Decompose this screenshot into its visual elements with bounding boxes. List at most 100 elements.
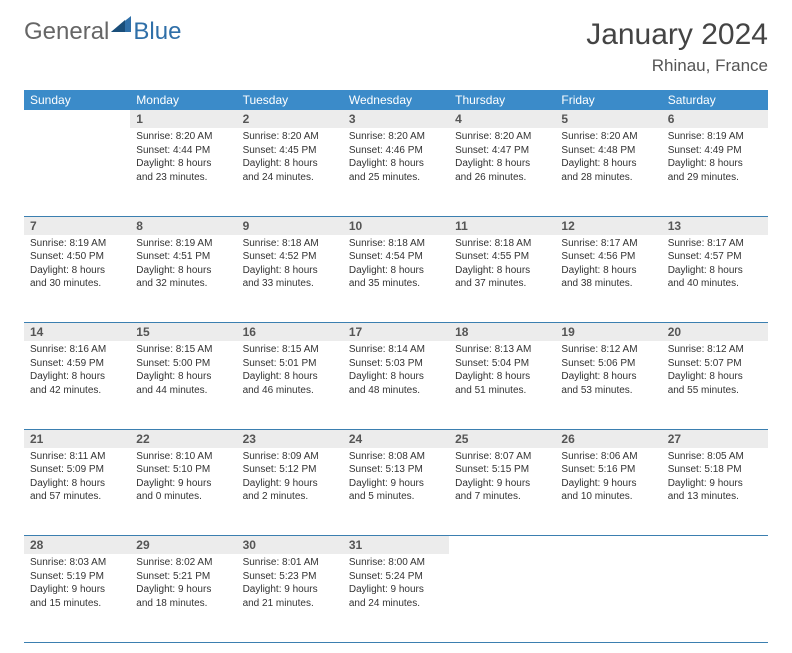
sunset-line: Sunset: 4:49 PM	[668, 144, 762, 158]
calendar-day-cell: Sunrise: 8:20 AMSunset: 4:44 PMDaylight:…	[130, 128, 236, 216]
day1-line: Daylight: 8 hours	[243, 157, 337, 171]
day-number-cell: 18	[449, 323, 555, 342]
day2-line: and 15 minutes.	[30, 597, 124, 611]
sunset-line: Sunset: 5:07 PM	[668, 357, 762, 371]
sunset-line: Sunset: 4:50 PM	[30, 250, 124, 264]
day-number-cell: 7	[24, 216, 130, 235]
day-detail: Sunrise: 8:00 AMSunset: 5:24 PMDaylight:…	[343, 554, 449, 616]
calendar-week-row: Sunrise: 8:11 AMSunset: 5:09 PMDaylight:…	[24, 448, 768, 536]
day-number-cell: 28	[24, 536, 130, 555]
day1-line: Daylight: 8 hours	[668, 370, 762, 384]
sunrise-line: Sunrise: 8:07 AM	[455, 450, 549, 464]
day2-line: and 33 minutes.	[243, 277, 337, 291]
day1-line: Daylight: 8 hours	[561, 157, 655, 171]
day-detail: Sunrise: 8:15 AMSunset: 5:00 PMDaylight:…	[130, 341, 236, 403]
day1-line: Daylight: 8 hours	[30, 477, 124, 491]
calendar-day-cell: Sunrise: 8:16 AMSunset: 4:59 PMDaylight:…	[24, 341, 130, 429]
day1-line: Daylight: 8 hours	[243, 370, 337, 384]
day-number-row: 21222324252627	[24, 429, 768, 448]
sunset-line: Sunset: 5:18 PM	[668, 463, 762, 477]
day2-line: and 40 minutes.	[668, 277, 762, 291]
day-number: 28	[30, 538, 43, 552]
day-header: Friday	[555, 90, 661, 110]
day2-line: and 0 minutes.	[136, 490, 230, 504]
day1-line: Daylight: 8 hours	[136, 264, 230, 278]
calendar-day-cell: Sunrise: 8:01 AMSunset: 5:23 PMDaylight:…	[237, 554, 343, 642]
day1-line: Daylight: 9 hours	[668, 477, 762, 491]
day1-line: Daylight: 8 hours	[455, 370, 549, 384]
day-number: 6	[668, 112, 675, 126]
day2-line: and 30 minutes.	[30, 277, 124, 291]
sunset-line: Sunset: 5:00 PM	[136, 357, 230, 371]
sunset-line: Sunset: 4:44 PM	[136, 144, 230, 158]
calendar-week-row: Sunrise: 8:16 AMSunset: 4:59 PMDaylight:…	[24, 341, 768, 429]
day2-line: and 5 minutes.	[349, 490, 443, 504]
sunrise-line: Sunrise: 8:03 AM	[30, 556, 124, 570]
day1-line: Daylight: 8 hours	[455, 157, 549, 171]
day2-line: and 37 minutes.	[455, 277, 549, 291]
day2-line: and 46 minutes.	[243, 384, 337, 398]
day2-line: and 2 minutes.	[243, 490, 337, 504]
sunset-line: Sunset: 5:12 PM	[243, 463, 337, 477]
page-header: General Blue January 2024 Rhinau, France	[24, 18, 768, 76]
sunrise-line: Sunrise: 8:01 AM	[243, 556, 337, 570]
day-detail: Sunrise: 8:12 AMSunset: 5:06 PMDaylight:…	[555, 341, 661, 403]
day-number-cell: 23	[237, 429, 343, 448]
sunset-line: Sunset: 5:15 PM	[455, 463, 549, 477]
sunrise-line: Sunrise: 8:18 AM	[455, 237, 549, 251]
sunrise-line: Sunrise: 8:20 AM	[349, 130, 443, 144]
calendar-day-cell	[24, 128, 130, 216]
location-label: Rhinau, France	[586, 56, 768, 76]
day-detail: Sunrise: 8:18 AMSunset: 4:55 PMDaylight:…	[449, 235, 555, 297]
day-detail: Sunrise: 8:20 AMSunset: 4:48 PMDaylight:…	[555, 128, 661, 190]
sunrise-line: Sunrise: 8:19 AM	[136, 237, 230, 251]
brand-logo: General Blue	[24, 18, 181, 46]
sunset-line: Sunset: 4:51 PM	[136, 250, 230, 264]
day2-line: and 18 minutes.	[136, 597, 230, 611]
day-number: 17	[349, 325, 362, 339]
calendar-day-cell: Sunrise: 8:05 AMSunset: 5:18 PMDaylight:…	[662, 448, 768, 536]
sunrise-line: Sunrise: 8:12 AM	[561, 343, 655, 357]
sunrise-line: Sunrise: 8:17 AM	[668, 237, 762, 251]
calendar-day-cell	[555, 554, 661, 642]
sunset-line: Sunset: 4:57 PM	[668, 250, 762, 264]
day-detail: Sunrise: 8:19 AMSunset: 4:51 PMDaylight:…	[130, 235, 236, 297]
day-number: 14	[30, 325, 43, 339]
calendar-day-cell: Sunrise: 8:11 AMSunset: 5:09 PMDaylight:…	[24, 448, 130, 536]
day2-line: and 21 minutes.	[243, 597, 337, 611]
calendar-day-cell: Sunrise: 8:10 AMSunset: 5:10 PMDaylight:…	[130, 448, 236, 536]
day1-line: Daylight: 9 hours	[136, 477, 230, 491]
sunrise-line: Sunrise: 8:00 AM	[349, 556, 443, 570]
day-detail: Sunrise: 8:06 AMSunset: 5:16 PMDaylight:…	[555, 448, 661, 510]
day1-line: Daylight: 9 hours	[243, 477, 337, 491]
day-number-cell: 5	[555, 110, 661, 128]
day1-line: Daylight: 8 hours	[30, 264, 124, 278]
sunset-line: Sunset: 4:45 PM	[243, 144, 337, 158]
calendar-day-cell: Sunrise: 8:18 AMSunset: 4:55 PMDaylight:…	[449, 235, 555, 323]
day-number-cell	[662, 536, 768, 555]
day-number: 7	[30, 219, 37, 233]
day2-line: and 53 minutes.	[561, 384, 655, 398]
day-header: Sunday	[24, 90, 130, 110]
day2-line: and 44 minutes.	[136, 384, 230, 398]
month-title: January 2024	[586, 18, 768, 52]
day-number-cell: 14	[24, 323, 130, 342]
day1-line: Daylight: 9 hours	[243, 583, 337, 597]
day1-line: Daylight: 8 hours	[243, 264, 337, 278]
sunset-line: Sunset: 4:56 PM	[561, 250, 655, 264]
sunset-line: Sunset: 5:06 PM	[561, 357, 655, 371]
day2-line: and 25 minutes.	[349, 171, 443, 185]
day-number: 30	[243, 538, 256, 552]
day-number-cell: 4	[449, 110, 555, 128]
sunrise-line: Sunrise: 8:19 AM	[30, 237, 124, 251]
calendar-week-row: Sunrise: 8:03 AMSunset: 5:19 PMDaylight:…	[24, 554, 768, 642]
day-number: 11	[455, 219, 468, 233]
day2-line: and 26 minutes.	[455, 171, 549, 185]
day1-line: Daylight: 8 hours	[349, 157, 443, 171]
day-number: 26	[561, 432, 574, 446]
day-number-row: 78910111213	[24, 216, 768, 235]
day-detail: Sunrise: 8:19 AMSunset: 4:50 PMDaylight:…	[24, 235, 130, 297]
day-number-cell: 3	[343, 110, 449, 128]
calendar-day-cell: Sunrise: 8:00 AMSunset: 5:24 PMDaylight:…	[343, 554, 449, 642]
day1-line: Daylight: 8 hours	[349, 264, 443, 278]
